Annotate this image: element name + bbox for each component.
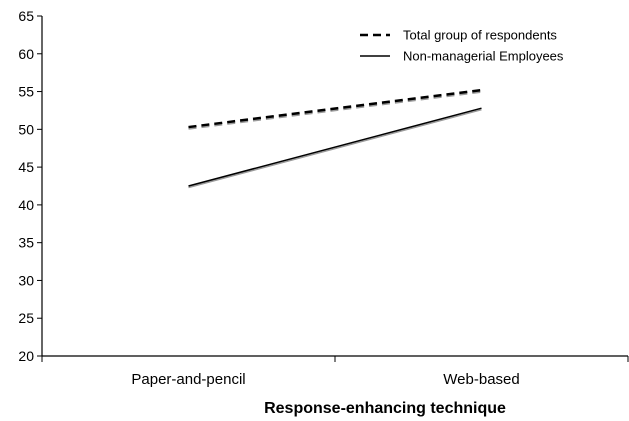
y-tick-label: 60 — [18, 46, 34, 62]
y-tick-label: 20 — [18, 348, 34, 364]
series-line-shadow — [188, 108, 482, 189]
y-tick-label: 40 — [18, 197, 34, 213]
series-layer — [188, 88, 482, 189]
legend: Total group of respondents Non-managerial… — [360, 28, 564, 64]
y-tick-label: 55 — [18, 84, 34, 100]
y-tick-label: 25 — [18, 310, 34, 326]
series-line-non-managerial — [188, 107, 482, 187]
x-tick-label: Web-based — [443, 371, 519, 388]
y-tick-label: 35 — [18, 235, 34, 251]
legend-label: Total group of respondents — [403, 28, 557, 43]
x-axis-ticks: Paper-and-pencil Web-based — [41, 356, 629, 388]
series-line-total-group — [188, 88, 482, 129]
series-line-shadow — [188, 90, 482, 130]
y-tick-label: 30 — [18, 272, 34, 288]
y-tick-label: 65 — [18, 8, 34, 24]
legend-label: Non-managerial Employees — [403, 49, 564, 64]
x-axis-title: Response-enhancing technique — [264, 400, 506, 417]
x-tick-label: Paper-and-pencil — [131, 371, 245, 388]
y-tick-label: 50 — [18, 121, 34, 137]
y-axis-ticks: 20 25 30 35 40 45 50 55 60 65 — [18, 8, 42, 364]
y-tick-label: 45 — [18, 159, 34, 175]
